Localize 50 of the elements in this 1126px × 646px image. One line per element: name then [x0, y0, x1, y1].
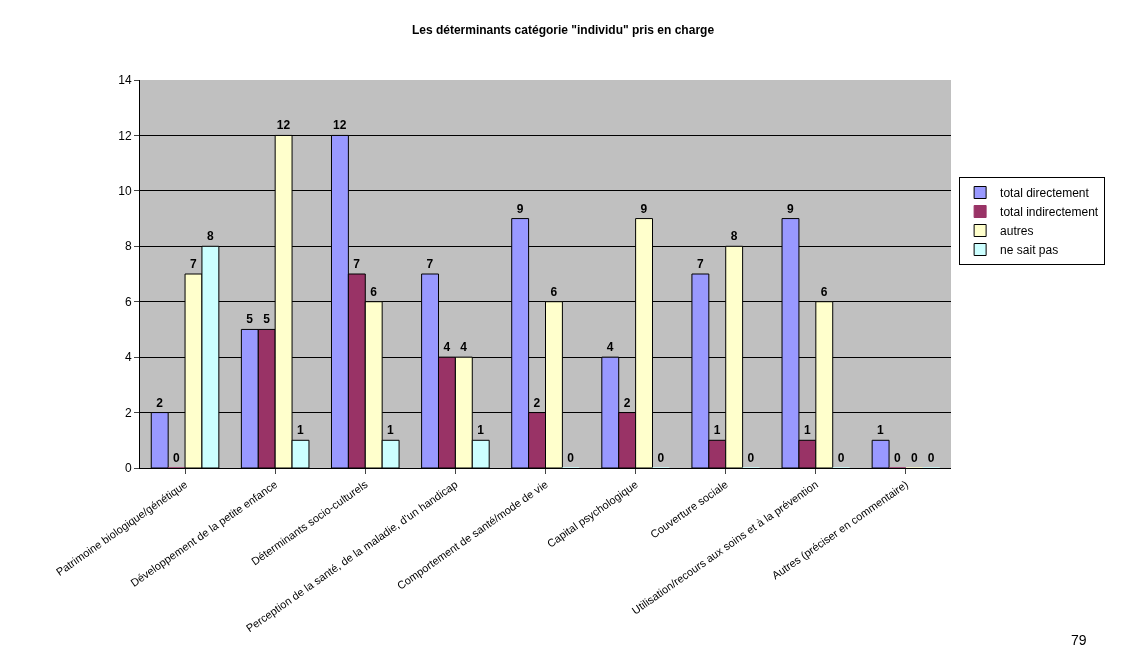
data-label: 2 [156, 395, 164, 410]
data-label: 2 [623, 395, 631, 410]
data-label: 0 [747, 451, 755, 465]
data-label: 12 [333, 118, 347, 133]
data-label: 9 [640, 201, 648, 216]
data-label: 0 [927, 451, 935, 465]
legend-label: autres [1000, 224, 1034, 239]
data-label: 1 [877, 423, 885, 438]
data-label: 0 [910, 451, 918, 465]
data-label: 2 [533, 395, 541, 410]
data-label: 7 [696, 257, 704, 271]
data-label: 0 [173, 451, 181, 465]
data-label: 6 [370, 284, 378, 299]
data-label: 8 [206, 229, 214, 244]
y-tick-label: 10 [118, 184, 132, 199]
y-tick-label: 14 [118, 73, 132, 88]
data-label: 7 [190, 257, 198, 271]
data-label: 9 [516, 201, 524, 216]
y-tick-label: 4 [124, 350, 132, 365]
data-label: 0 [837, 451, 845, 465]
data-label: 6 [820, 284, 828, 299]
data-label: 7 [426, 257, 434, 271]
data-label: 0 [567, 451, 575, 465]
data-label: 0 [657, 451, 665, 465]
data-label: 1 [477, 423, 485, 438]
data-label: 1 [297, 423, 305, 438]
data-label: 12 [276, 118, 291, 133]
data-label: 1 [713, 423, 721, 438]
data-label: 8 [730, 229, 738, 244]
data-label: 6 [550, 284, 558, 299]
data-label: 1 [387, 423, 395, 438]
chart-title: Les déterminants catégorie "individu" pris en charge [411, 23, 715, 38]
data-label: 7 [353, 257, 361, 271]
legend-label: total indirectement [1000, 205, 1099, 220]
y-tick-label: 6 [124, 294, 132, 309]
data-label: 4 [460, 340, 468, 355]
data-label: 5 [246, 312, 254, 327]
data-label: 4 [606, 340, 614, 355]
y-tick-label: 0 [124, 461, 132, 476]
y-tick-label: 2 [124, 405, 132, 420]
legend-label: ne sait pas [1000, 243, 1059, 258]
legend-label: total directement [1000, 186, 1090, 201]
data-label: 4 [443, 340, 451, 355]
data-label: 9 [786, 201, 794, 216]
y-tick-label: 12 [118, 128, 132, 143]
y-tick-label: 8 [124, 239, 132, 254]
data-label: 5 [263, 312, 271, 327]
data-label: 1 [803, 423, 811, 438]
data-label: 0 [893, 451, 901, 465]
text: 79 [1071, 632, 1087, 646]
